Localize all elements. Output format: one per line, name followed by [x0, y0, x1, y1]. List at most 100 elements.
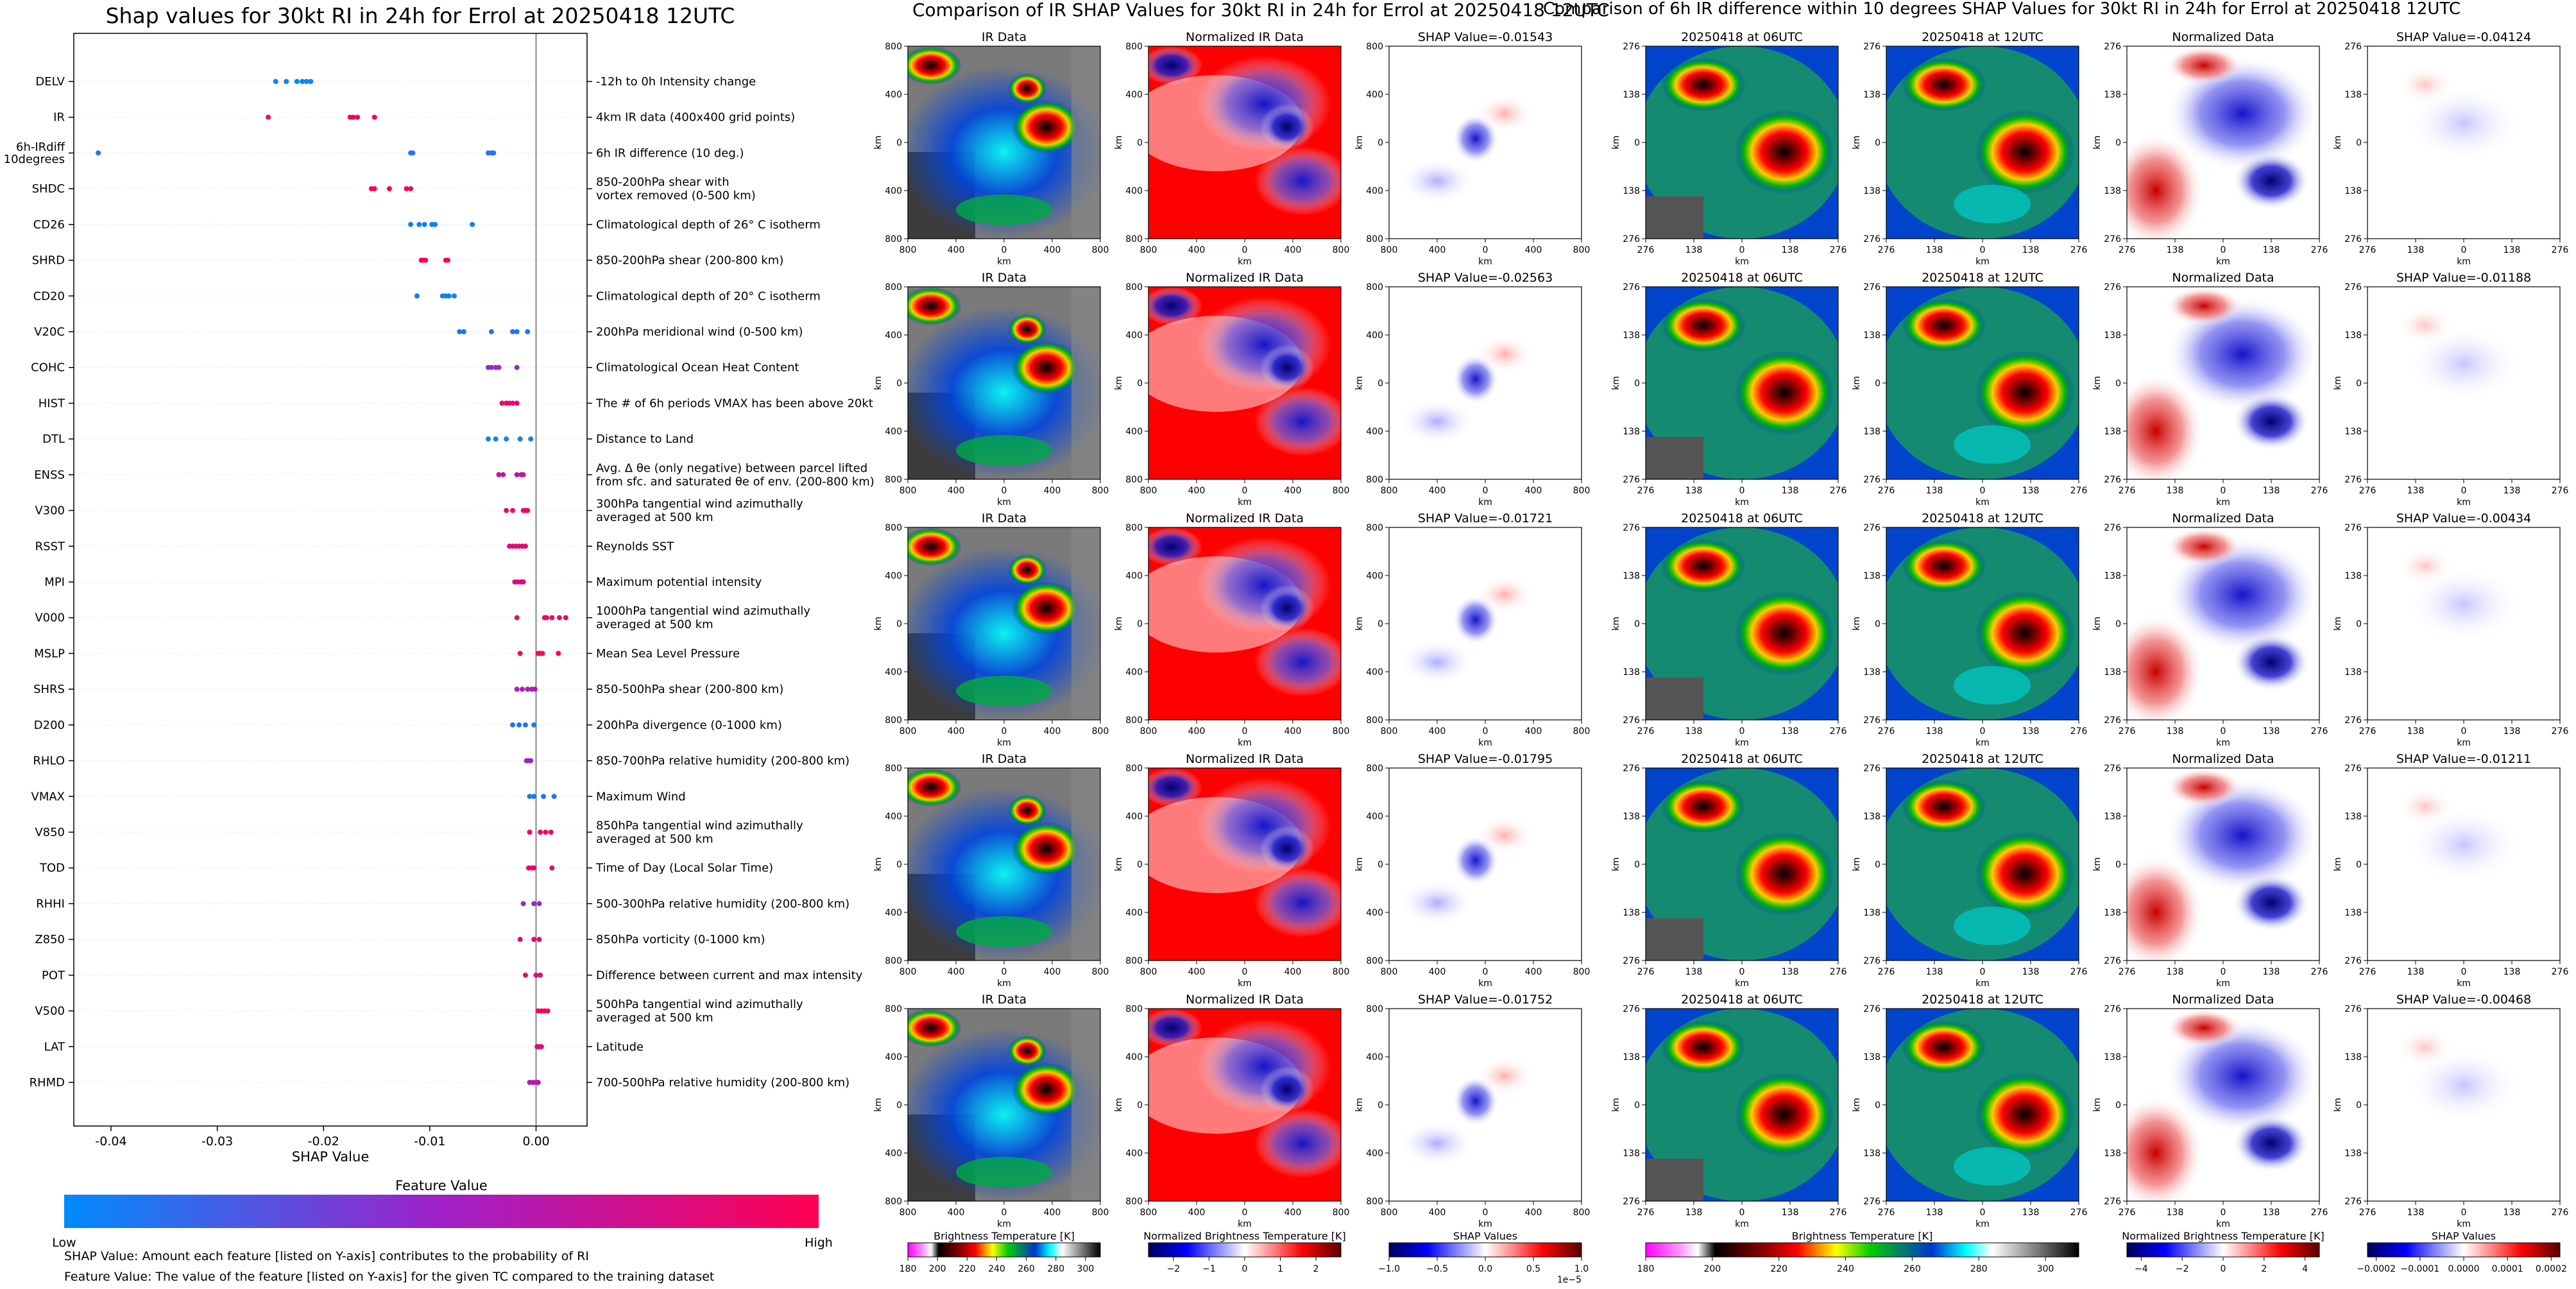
y-axis-label: km: [873, 617, 883, 631]
x-axis-label: km: [1975, 1219, 1990, 1229]
x-axis-label: km: [2457, 257, 2471, 267]
x-tick-label: 400: [1525, 726, 1542, 737]
y-tick-label: 400: [1366, 1148, 1383, 1159]
colorbar-tick-label: −2: [2176, 1264, 2189, 1274]
image-panel: Normalized Data2762761381380013813827627…: [2092, 30, 2328, 267]
image-content: [2127, 527, 2319, 720]
x-tick-label: 276: [2070, 967, 2088, 977]
x-tick-label: 0: [1980, 245, 1986, 255]
x-tick-label: 138: [1926, 967, 1943, 977]
x-tick-label: 400: [1284, 245, 1302, 255]
y-tick-label: 138: [2344, 427, 2362, 437]
panel-title: SHAP Value=-0.02563: [1418, 271, 1553, 285]
shap-faint-area: [2406, 1047, 2521, 1124]
y-tick-label: 276: [2344, 764, 2362, 774]
shap-point: [410, 150, 416, 156]
y-tick-label: 400: [885, 186, 902, 196]
y-tick-label: 0: [1137, 1100, 1143, 1111]
x-tick-label: 0: [2461, 245, 2467, 255]
x-tick-label: 0: [1002, 726, 1007, 737]
y-tick-label: 400: [1366, 667, 1383, 678]
y-axis-label: km: [2333, 857, 2343, 871]
x-tick-label: 0: [1002, 245, 1007, 255]
feature-description-label: 200hPa meridional wind (0-500 km): [596, 325, 803, 339]
x-tick-label: 276: [1830, 967, 1847, 977]
y-tick-label: 0: [2115, 379, 2121, 389]
y-tick-label: 0: [1378, 379, 1383, 389]
diff-convection: [1661, 539, 1746, 593]
feature-description-label: Avg. Δ θe (only negative) between parcel…: [596, 461, 867, 475]
shap-point: [522, 972, 528, 978]
y-tick-label: 800: [885, 523, 902, 533]
y-tick-label: 138: [2344, 571, 2362, 581]
y-tick-label: 400: [1125, 571, 1143, 581]
x-axis-label: km: [1735, 738, 1749, 748]
panel-title: Normalized Data: [2172, 271, 2274, 285]
y-axis-label: km: [1354, 617, 1365, 631]
ir-convection: [1008, 73, 1046, 104]
y-tick-label: 138: [1623, 812, 1640, 822]
shap-note: SHAP Value: Amount each feature [listed …: [64, 1249, 589, 1263]
y-axis-label: km: [1354, 376, 1365, 390]
y-tick-label: 400: [1366, 90, 1383, 100]
y-axis-label: km: [873, 1098, 883, 1112]
feature-description-label: Maximum Wind: [596, 790, 686, 803]
panel-title: Normalized Data: [2172, 511, 2274, 525]
y-tick-label: 800: [1125, 956, 1143, 966]
feature-value-colorbar-title: Feature Value: [395, 1178, 488, 1193]
diff-cyan: [1954, 666, 2031, 704]
colorbar-tick-label: 0.0: [1478, 1264, 1492, 1274]
x-tick-label: 400: [1429, 1208, 1446, 1218]
x-tick-label: -0.01: [414, 1134, 445, 1148]
colorbar-tick-label: 2: [1313, 1264, 1319, 1274]
x-tick-label: 276: [1637, 245, 1655, 255]
x-axis-label: km: [1478, 257, 1492, 267]
x-tick-label: 400: [1429, 245, 1446, 255]
shap-point: [549, 865, 555, 871]
shap-point: [517, 937, 523, 943]
shap-point: [408, 186, 414, 192]
y-axis-label: km: [2333, 135, 2343, 149]
shap-point: [516, 722, 522, 728]
y-tick-label: 800: [1125, 523, 1143, 533]
diff-storm: [1975, 110, 2075, 194]
colorbar-tick-label: −0.0001: [2400, 1264, 2439, 1274]
y-tick-label: 276: [1623, 523, 1640, 533]
x-tick-label: 138: [1782, 1208, 1799, 1218]
x-tick-label: 276: [2070, 1208, 2088, 1218]
y-axis-label: km: [2092, 135, 2103, 149]
x-tick-label: 138: [2022, 486, 2040, 496]
x-axis-label: km: [2457, 1219, 2471, 1229]
x-tick-label: 276: [2552, 967, 2569, 977]
shap-point: [514, 364, 520, 370]
panel-title: SHAP Value=-0.01188: [2396, 271, 2531, 285]
y-tick-label: 800: [885, 475, 902, 485]
shap-point: [414, 293, 420, 299]
y-tick-label: 138: [1863, 330, 1881, 341]
y-tick-label: 0: [1137, 138, 1143, 148]
colorbar-bar: [907, 1242, 1101, 1258]
x-tick-label: 0: [2221, 1208, 2226, 1218]
x-tick-label: 138: [1685, 1208, 1703, 1218]
shap-faint-area: [2396, 1028, 2454, 1066]
dnorm-core: [2233, 633, 2310, 691]
normalized-ir-colorbar: Normalized Brightness Temperature [K] −2 −…: [1143, 1230, 1346, 1274]
y-tick-label: 138: [2104, 1148, 2121, 1159]
shap-point: [531, 865, 537, 871]
x-axis-label: km: [2216, 497, 2230, 508]
y-tick-label: 800: [1366, 475, 1383, 485]
shap-faint-area: [2406, 807, 2521, 884]
image-panel: Normalized Data2762761381380013813827627…: [2092, 752, 2328, 989]
x-tick-label: 276: [1637, 726, 1655, 737]
image-content: [2127, 287, 2319, 479]
shap-point: [522, 722, 528, 728]
x-tick-label: 0: [1739, 486, 1745, 496]
colorbar-tick-label: 180: [1637, 1264, 1655, 1274]
y-tick-label: 800: [1125, 1004, 1143, 1014]
x-tick-label: 400: [1525, 1208, 1542, 1218]
x-tick-label: 138: [1782, 486, 1799, 496]
x-tick-label: 800: [1573, 245, 1591, 255]
y-tick-label: 400: [885, 1052, 902, 1063]
x-axis-label: km: [1735, 978, 1749, 989]
